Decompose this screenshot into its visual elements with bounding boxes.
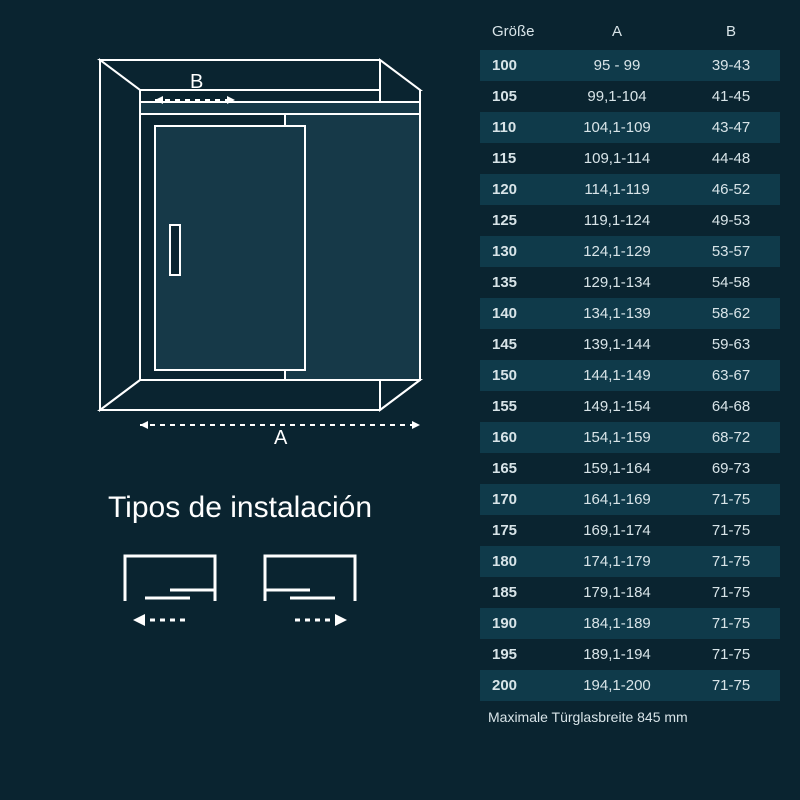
cell-size: 150 bbox=[480, 360, 552, 391]
cell-A: 154,1-159 bbox=[552, 422, 682, 453]
cell-size: 135 bbox=[480, 267, 552, 298]
cell-A: 189,1-194 bbox=[552, 639, 682, 670]
install-icon-left bbox=[115, 546, 225, 636]
cell-size: 200 bbox=[480, 670, 552, 701]
cell-A: 164,1-169 bbox=[552, 484, 682, 515]
cell-B: 54-58 bbox=[682, 267, 780, 298]
cell-size: 120 bbox=[480, 174, 552, 205]
cell-A: 95 - 99 bbox=[552, 50, 682, 81]
table-row: 175169,1-17471-75 bbox=[480, 515, 780, 546]
cell-B: 39-43 bbox=[682, 50, 780, 81]
table-row: 150144,1-14963-67 bbox=[480, 360, 780, 391]
cell-size: 140 bbox=[480, 298, 552, 329]
cell-B: 71-75 bbox=[682, 670, 780, 701]
table-row: 180174,1-17971-75 bbox=[480, 546, 780, 577]
cell-B: 46-52 bbox=[682, 174, 780, 205]
cell-A: 159,1-164 bbox=[552, 453, 682, 484]
cell-B: 71-75 bbox=[682, 577, 780, 608]
dim-label-A: A bbox=[274, 427, 288, 449]
col-header-size: Größe bbox=[480, 18, 552, 50]
cell-size: 145 bbox=[480, 329, 552, 360]
cell-B: 71-75 bbox=[682, 515, 780, 546]
cell-size: 155 bbox=[480, 391, 552, 422]
cell-B: 58-62 bbox=[682, 298, 780, 329]
cell-A: 119,1-124 bbox=[552, 205, 682, 236]
install-icon-right bbox=[255, 546, 365, 636]
cell-A: 149,1-154 bbox=[552, 391, 682, 422]
table-header-row: Größe A B bbox=[480, 18, 780, 50]
cell-size: 170 bbox=[480, 484, 552, 515]
table-row: 190184,1-18971-75 bbox=[480, 608, 780, 639]
cell-B: 41-45 bbox=[682, 81, 780, 112]
cell-size: 180 bbox=[480, 546, 552, 577]
cell-B: 71-75 bbox=[682, 546, 780, 577]
table-row: 140134,1-13958-62 bbox=[480, 298, 780, 329]
table-row: 110104,1-10943-47 bbox=[480, 112, 780, 143]
left-panel: B A Tipos de instalación bbox=[0, 0, 480, 800]
table-row: 130124,1-12953-57 bbox=[480, 236, 780, 267]
cell-B: 71-75 bbox=[682, 608, 780, 639]
cell-A: 134,1-139 bbox=[552, 298, 682, 329]
table-row: 165159,1-16469-73 bbox=[480, 453, 780, 484]
table-row: 10095 - 9939-43 bbox=[480, 50, 780, 81]
col-header-A: A bbox=[552, 18, 682, 50]
table-row: 115109,1-11444-48 bbox=[480, 143, 780, 174]
cell-B: 71-75 bbox=[682, 484, 780, 515]
cell-A: 109,1-114 bbox=[552, 143, 682, 174]
cell-size: 195 bbox=[480, 639, 552, 670]
cell-size: 110 bbox=[480, 112, 552, 143]
cell-size: 185 bbox=[480, 577, 552, 608]
table-row: 155149,1-15464-68 bbox=[480, 391, 780, 422]
cell-size: 115 bbox=[480, 143, 552, 174]
cell-size: 165 bbox=[480, 453, 552, 484]
cell-size: 190 bbox=[480, 608, 552, 639]
cell-A: 99,1-104 bbox=[552, 81, 682, 112]
cell-size: 105 bbox=[480, 81, 552, 112]
cell-B: 69-73 bbox=[682, 453, 780, 484]
table-row: 160154,1-15968-72 bbox=[480, 422, 780, 453]
cell-B: 68-72 bbox=[682, 422, 780, 453]
cell-A: 184,1-189 bbox=[552, 608, 682, 639]
cell-size: 125 bbox=[480, 205, 552, 236]
cell-B: 49-53 bbox=[682, 205, 780, 236]
cell-A: 114,1-119 bbox=[552, 174, 682, 205]
cell-A: 104,1-109 bbox=[552, 112, 682, 143]
cell-A: 174,1-179 bbox=[552, 546, 682, 577]
cell-B: 63-67 bbox=[682, 360, 780, 391]
table-footnote: Maximale Türglasbreite 845 mm bbox=[480, 701, 800, 725]
table-row: 135129,1-13454-58 bbox=[480, 267, 780, 298]
cell-A: 194,1-200 bbox=[552, 670, 682, 701]
table-row: 10599,1-10441-45 bbox=[480, 81, 780, 112]
table-row: 195189,1-19471-75 bbox=[480, 639, 780, 670]
cell-A: 144,1-149 bbox=[552, 360, 682, 391]
dim-label-B: B bbox=[190, 71, 203, 93]
install-types-title: Tipos de instalación bbox=[20, 490, 460, 526]
cell-A: 179,1-184 bbox=[552, 577, 682, 608]
table-row: 200194,1-20071-75 bbox=[480, 670, 780, 701]
cell-size: 100 bbox=[480, 50, 552, 81]
col-header-B: B bbox=[682, 18, 780, 50]
cell-B: 43-47 bbox=[682, 112, 780, 143]
cell-A: 139,1-144 bbox=[552, 329, 682, 360]
cell-B: 44-48 bbox=[682, 143, 780, 174]
cell-A: 169,1-174 bbox=[552, 515, 682, 546]
table-row: 120114,1-11946-52 bbox=[480, 174, 780, 205]
install-icons-row bbox=[20, 546, 460, 636]
cell-size: 175 bbox=[480, 515, 552, 546]
cell-B: 53-57 bbox=[682, 236, 780, 267]
cell-B: 59-63 bbox=[682, 329, 780, 360]
cell-size: 130 bbox=[480, 236, 552, 267]
cell-A: 124,1-129 bbox=[552, 236, 682, 267]
cell-A: 129,1-134 bbox=[552, 267, 682, 298]
right-panel: Größe A B 10095 - 9939-4310599,1-10441-4… bbox=[480, 0, 800, 800]
table-row: 125119,1-12449-53 bbox=[480, 205, 780, 236]
cell-B: 71-75 bbox=[682, 639, 780, 670]
size-table: Größe A B 10095 - 9939-4310599,1-10441-4… bbox=[480, 18, 780, 701]
table-row: 185179,1-18471-75 bbox=[480, 577, 780, 608]
cell-size: 160 bbox=[480, 422, 552, 453]
shower-door-diagram: B A bbox=[40, 30, 440, 450]
table-row: 170164,1-16971-75 bbox=[480, 484, 780, 515]
cell-B: 64-68 bbox=[682, 391, 780, 422]
table-row: 145139,1-14459-63 bbox=[480, 329, 780, 360]
